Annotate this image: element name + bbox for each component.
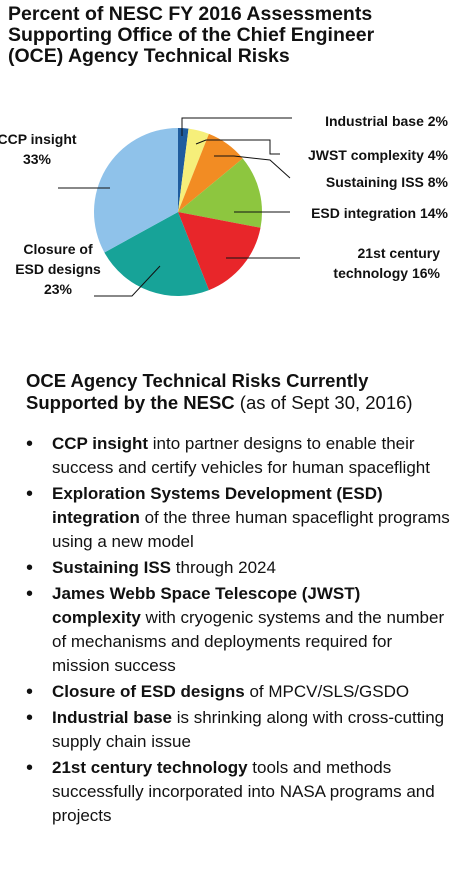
risk-name: Industrial base [52, 708, 172, 727]
risk-name: 21st century technology [52, 758, 248, 777]
leader-line [94, 265, 161, 297]
slice-label: CCP insight 33% [0, 131, 77, 167]
pie-slice-ccp-insight [93, 128, 178, 253]
list-item: Sustaining ISS through 2024 [26, 556, 451, 580]
risk-name: Closure of ESD designs [52, 682, 245, 701]
risk-name: Exploration Systems Development (ESD) in… [52, 484, 383, 527]
slice-label: 21st century technology 16% [333, 245, 440, 281]
risk-name: CCP insight [52, 434, 149, 453]
list-item: Exploration Systems Development (ESD) in… [26, 482, 451, 554]
list-item: James Webb Space Telescope (JWST) comple… [26, 582, 451, 678]
section-heading-bold: OCE Agency Technical Risks Currently Sup… [26, 370, 413, 413]
chart-title: Percent of NESC FY 2016 Assessments Supp… [8, 4, 452, 67]
risk-description: of MPCV/SLS/GSDO [249, 682, 410, 701]
pie-slice-closure-of-esd-designs [104, 212, 209, 296]
slice-label: ESD integration 14% [311, 205, 448, 221]
pie-chart: Industrial base 2% JWST complexity 4% Sust… [0, 113, 449, 297]
list-item: Industrial base is shrinking along with … [26, 706, 451, 754]
list-item: CCP insight into partner designs to enab… [26, 432, 451, 480]
section-heading-date: (as of Sept 30, 2016) [239, 392, 413, 413]
slice-label-line: 33% [23, 151, 52, 167]
risk-description: is shrinking along with cross-cutting su… [52, 708, 445, 751]
section-heading: OCE Agency Technical Risks Currently Sup… [26, 370, 451, 414]
slice-labels: Industrial base 2% JWST complexity 4% Sust… [0, 113, 449, 297]
slice-label-line: JWST complexity 4% [308, 147, 449, 163]
risk-description: through 2024 [175, 558, 276, 577]
list-item: Closure of ESD designs of MPCV/SLS/GSDO [26, 680, 451, 704]
slice-label: JWST complexity 4% [308, 147, 449, 163]
risk-name: Sustaining ISS [52, 558, 172, 577]
slice-label-line: technology 16% [333, 265, 440, 281]
slice-label-line: Closure of [23, 241, 93, 257]
slice-label-line: CCP insight [0, 131, 77, 147]
slice-label-line: ESD designs [15, 261, 101, 277]
risk-description: into partner designs to enable their suc… [52, 434, 430, 477]
title-line-2: Supporting Office of the Chief Engineer [8, 24, 375, 46]
leader-line [214, 155, 291, 179]
leader-line [181, 117, 292, 136]
pie-slice-sustaining-iss [178, 133, 243, 212]
risk-list: CCP insight into partner designs to enab… [26, 432, 451, 830]
risk-description: of the three human spaceflight programs … [52, 508, 450, 551]
leader-lines [58, 117, 300, 297]
title-line-1: Percent of NESC FY 2016 Assessments [8, 3, 373, 25]
risk-name: James Webb Space Telescope (JWST) comple… [52, 584, 361, 627]
pie-slice-jwst-complexity [178, 128, 209, 212]
pie-slice-21st-century-technology [178, 212, 261, 291]
slice-label-line: Industrial base 2% [325, 113, 448, 129]
slice-label-line: ESD integration 14% [311, 205, 448, 221]
slice-label-line: 21st century [358, 245, 441, 261]
risk-description: with cryogenic systems and the number of… [52, 608, 445, 675]
slice-label: Industrial base 2% [325, 113, 448, 129]
pie-slices [93, 128, 262, 296]
slice-label: Sustaining ISS 8% [326, 174, 449, 190]
slice-label: Closure of ESD designs 23% [15, 241, 101, 297]
pie-slice-esd-integration [178, 158, 262, 228]
pie-slice-industrial-base [178, 128, 189, 212]
title-line-3: (OCE) Agency Technical Risks [8, 45, 290, 67]
slice-label-line: Sustaining ISS 8% [326, 174, 449, 190]
list-item: 21st century technology tools and method… [26, 756, 451, 828]
risk-description: tools and methods successfully incorpora… [52, 758, 435, 825]
slice-label-line: 23% [44, 281, 73, 297]
leader-line [195, 139, 280, 155]
